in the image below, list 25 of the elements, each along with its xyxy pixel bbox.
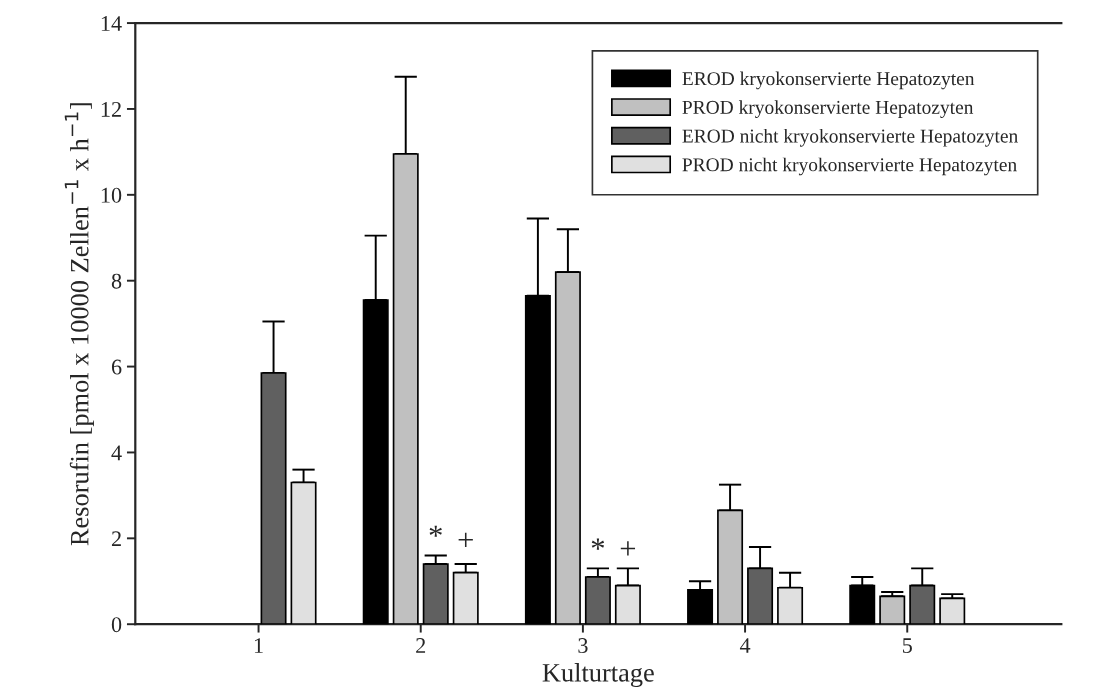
annotation: + xyxy=(458,532,473,547)
y-axis-title: Resorufin [pmol x 10000 Zellen$^{−1}$ x h$^{−1}$] xyxy=(64,103,94,546)
x-axis-title: Kulturtage xyxy=(542,663,654,688)
y-tick-label: 0 xyxy=(111,617,122,633)
y-tick-label: 14 xyxy=(101,16,122,31)
annotation: * xyxy=(429,525,442,537)
y-tick-label: 10 xyxy=(101,187,122,203)
x-tick-label: 2 xyxy=(416,638,426,653)
y-tick-label: 6 xyxy=(111,359,122,375)
x-tick-label: 5 xyxy=(902,638,912,654)
x-tick-label: 3 xyxy=(578,638,588,654)
y-tick-label: 4 xyxy=(111,445,122,461)
legend-label: PROD kryokonservierte Hepatozyten xyxy=(682,100,974,118)
y-tick-label: 8 xyxy=(111,273,122,289)
y-tick-label: 2 xyxy=(111,531,121,547)
annotation: * xyxy=(591,538,605,550)
y-tick-label: 12 xyxy=(101,101,121,117)
legend-label: PROD nicht kryokonservierte Hepatozyten xyxy=(682,157,1017,176)
legend-label: EROD nicht kryokonservierte Hepatozyten xyxy=(682,128,1018,147)
x-tick-label: 4 xyxy=(739,638,751,653)
bar xyxy=(879,595,906,625)
legend-label: EROD kryokonservierte Hepatozyten xyxy=(682,71,975,90)
x-tick-label: 1 xyxy=(254,638,263,653)
bar xyxy=(939,597,966,625)
annotation: + xyxy=(620,541,636,556)
